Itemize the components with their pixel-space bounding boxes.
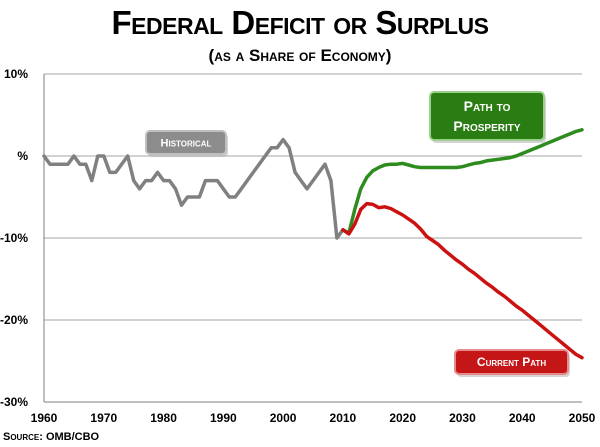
annotation-current-path: Current Path xyxy=(454,349,570,377)
x-tick-label: 2010 xyxy=(330,411,357,425)
annotation-label: Prosperity xyxy=(453,118,520,134)
x-tick-label: 1970 xyxy=(90,411,117,425)
y-tick-label: % xyxy=(17,149,28,163)
x-tick-label: 1990 xyxy=(210,411,237,425)
x-tick-label: 1960 xyxy=(31,411,58,425)
y-tick-label: -30% xyxy=(0,395,28,409)
chart-subtitle: (as a Share of Economy) xyxy=(208,46,392,65)
annotation-historical: Historical xyxy=(145,130,228,157)
series-line-historical xyxy=(42,137,345,240)
x-tick-label: 2020 xyxy=(389,411,416,425)
annotation-label: Path to xyxy=(464,98,511,114)
y-tick-label: -20% xyxy=(0,313,28,327)
chart-title: Federal Deficit or Surplus xyxy=(111,4,489,41)
annotation-label: Current Path xyxy=(477,355,546,369)
annotation-label: Historical xyxy=(161,137,212,149)
series-line-path-to-prosperity xyxy=(341,128,584,235)
annotation-box xyxy=(454,349,569,375)
x-tick-label: 2000 xyxy=(270,411,297,425)
y-tick-label: -10% xyxy=(0,231,28,245)
annotation-box xyxy=(429,91,545,141)
x-tick-label: 2050 xyxy=(569,411,596,425)
source-note: Source: OMB/CBO xyxy=(3,431,100,443)
annotation-box xyxy=(145,130,227,155)
x-tick-label: 2030 xyxy=(449,411,476,425)
series-line-current-path xyxy=(341,201,584,360)
y-tick-label: 10% xyxy=(4,67,28,81)
x-tick-label: 2040 xyxy=(509,411,536,425)
annotation-path-to-prosperity: Path to Prosperity xyxy=(429,91,546,143)
x-tick-label: 1980 xyxy=(150,411,177,425)
